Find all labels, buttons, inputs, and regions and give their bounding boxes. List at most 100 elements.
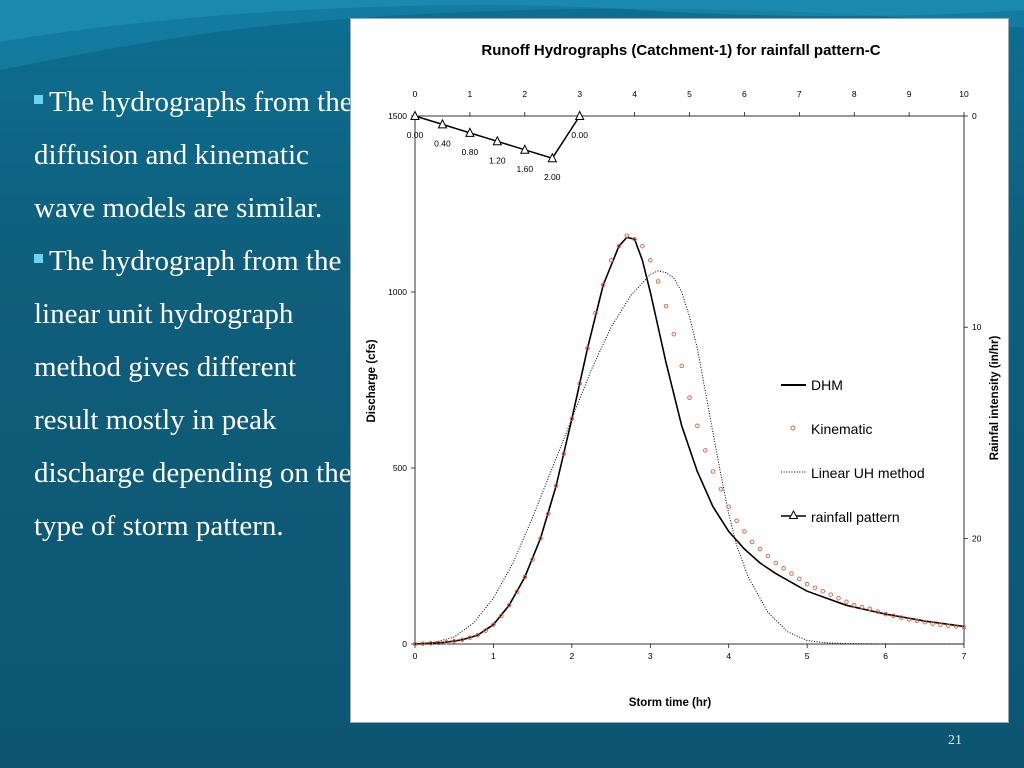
rainfall-point-triangle [547,152,558,163]
kinematic-point [702,448,708,453]
chart-title: Runoff Hydrographs (Catchment-1) for rai… [481,42,880,59]
rainfall-data-label: 0.40 [434,138,451,148]
x-tick-label: 1 [491,651,496,661]
kinematic-point [475,632,480,638]
secondary-x-tick-label: 7 [797,89,802,99]
kinematic-point [444,639,449,645]
kinematic-point [624,233,630,238]
kinematic-point [742,529,747,534]
x-tick-label: 3 [648,651,653,661]
rainfall-data-label: 0.00 [571,130,588,140]
bullet-square-icon [34,95,43,104]
secondary-x-tick-label: 4 [632,89,637,99]
kinematic-point [875,609,880,614]
bullet-item: The hydrographs from the diffusion and k… [34,76,354,235]
secondary-y-tick-label: 20 [972,533,982,543]
kinematic-point [671,331,677,337]
kinematic-point [789,571,794,576]
kinematic-point [655,279,661,284]
kinematic-point [773,560,779,566]
legend-linear-uh-label: Linear UH method [811,465,925,481]
kinematic-point [891,613,896,619]
kinematic-point [436,640,441,646]
legend-dhm-label: DHM [811,377,843,393]
kinematic-point [836,595,841,601]
rainfall-point-triangle [574,110,585,120]
x-tick-label: 0 [413,651,418,661]
kinematic-point [749,539,755,545]
legend-kinematic-label: Kinematic [811,421,872,437]
kinematic-point [538,536,543,541]
kinematic-point [820,588,826,594]
chart-legend: DHM Kinematic Linear UH method rainfall … [781,377,925,525]
linear-uh-series-line [414,270,964,645]
kinematic-point [412,641,418,647]
rainfall-point-triangle [437,118,448,129]
kinematic-point [522,574,528,580]
kinematic-point [804,581,810,587]
kinematic-point [648,258,653,263]
kinematic-point [663,303,669,309]
kinematic-point [616,243,622,249]
dhm-series-line [414,236,965,645]
x-axis-label: Storm time (hr) [629,697,712,709]
kinematic-point [961,624,967,630]
kinematic-point [914,618,920,624]
bullet-text: The hydrographs from the diffusion and k… [34,86,353,224]
kinematic-point [679,363,684,369]
x-tick-label: 7 [962,651,967,661]
x-tick-label: 2 [569,651,574,661]
secondary-x-tick-label: 6 [742,89,747,99]
rainfall-point-triangle [492,135,503,146]
y-tick-label: 1000 [388,287,407,297]
bullet-square-icon [34,254,43,263]
kinematic-point [851,603,857,608]
kinematic-point [608,258,614,263]
rainfall-point-triangle [519,144,530,154]
kinematic-point [569,416,575,421]
rainfall-data-label: 2.00 [544,172,561,182]
kinematic-point [491,622,496,627]
legend-kinematic-swatch [790,425,796,431]
kinematic-point [867,606,873,612]
kinematic-point [530,557,535,562]
secondary-x-tick-label: 8 [852,89,857,99]
rainfall-data-label: 0.00 [407,130,424,140]
kinematic-point [718,486,724,492]
y-tick-label: 1500 [388,111,407,121]
kinematic-point [585,346,590,351]
kinematic-point [859,604,865,610]
kinematic-point [781,566,786,571]
kinematic-point [483,628,488,633]
kinematic-point [577,381,582,386]
y-tick-label: 500 [393,463,407,473]
kinematic-point [812,585,818,590]
y-axis-label: Discharge (cfs) [366,339,378,422]
bullet-item: The hydrograph from the linear unit hydr… [34,235,354,553]
rainfall-data-label: 1.60 [517,164,534,174]
kinematic-point [499,613,504,619]
kinematic-point [946,623,951,628]
kinematic-point [420,641,426,646]
secondary-x-tick-label: 1 [468,89,473,99]
kinematic-point [632,236,637,242]
kinematic-point [451,638,457,644]
page-number: 21 [948,733,962,748]
x-tick-label: 4 [726,651,731,661]
secondary-x-tick-label: 3 [577,89,582,99]
kinematic-point [828,592,833,597]
bullet-list: The hydrographs from the diffusion and k… [34,76,354,553]
kinematic-point [640,243,645,249]
kinematic-point [938,622,943,627]
kinematic-point [883,611,888,617]
kinematic-point [687,395,692,400]
kinematic-point [546,511,551,517]
kinematic-point [765,553,771,559]
secondary-x-tick-label: 10 [959,89,969,99]
kinematic-point [922,619,928,625]
secondary-x-tick-label: 9 [907,89,912,99]
kinematic-point [906,617,912,622]
hydrograph-chart: 0 1 2 3 4 5 6 7 0 500 1000 1500 0 1 2 3 4 5 6 7 8 9 10 0 10 20 0.… [366,42,1001,709]
secondary-x-tick-label: 0 [413,89,418,99]
kinematic-point [695,423,700,429]
